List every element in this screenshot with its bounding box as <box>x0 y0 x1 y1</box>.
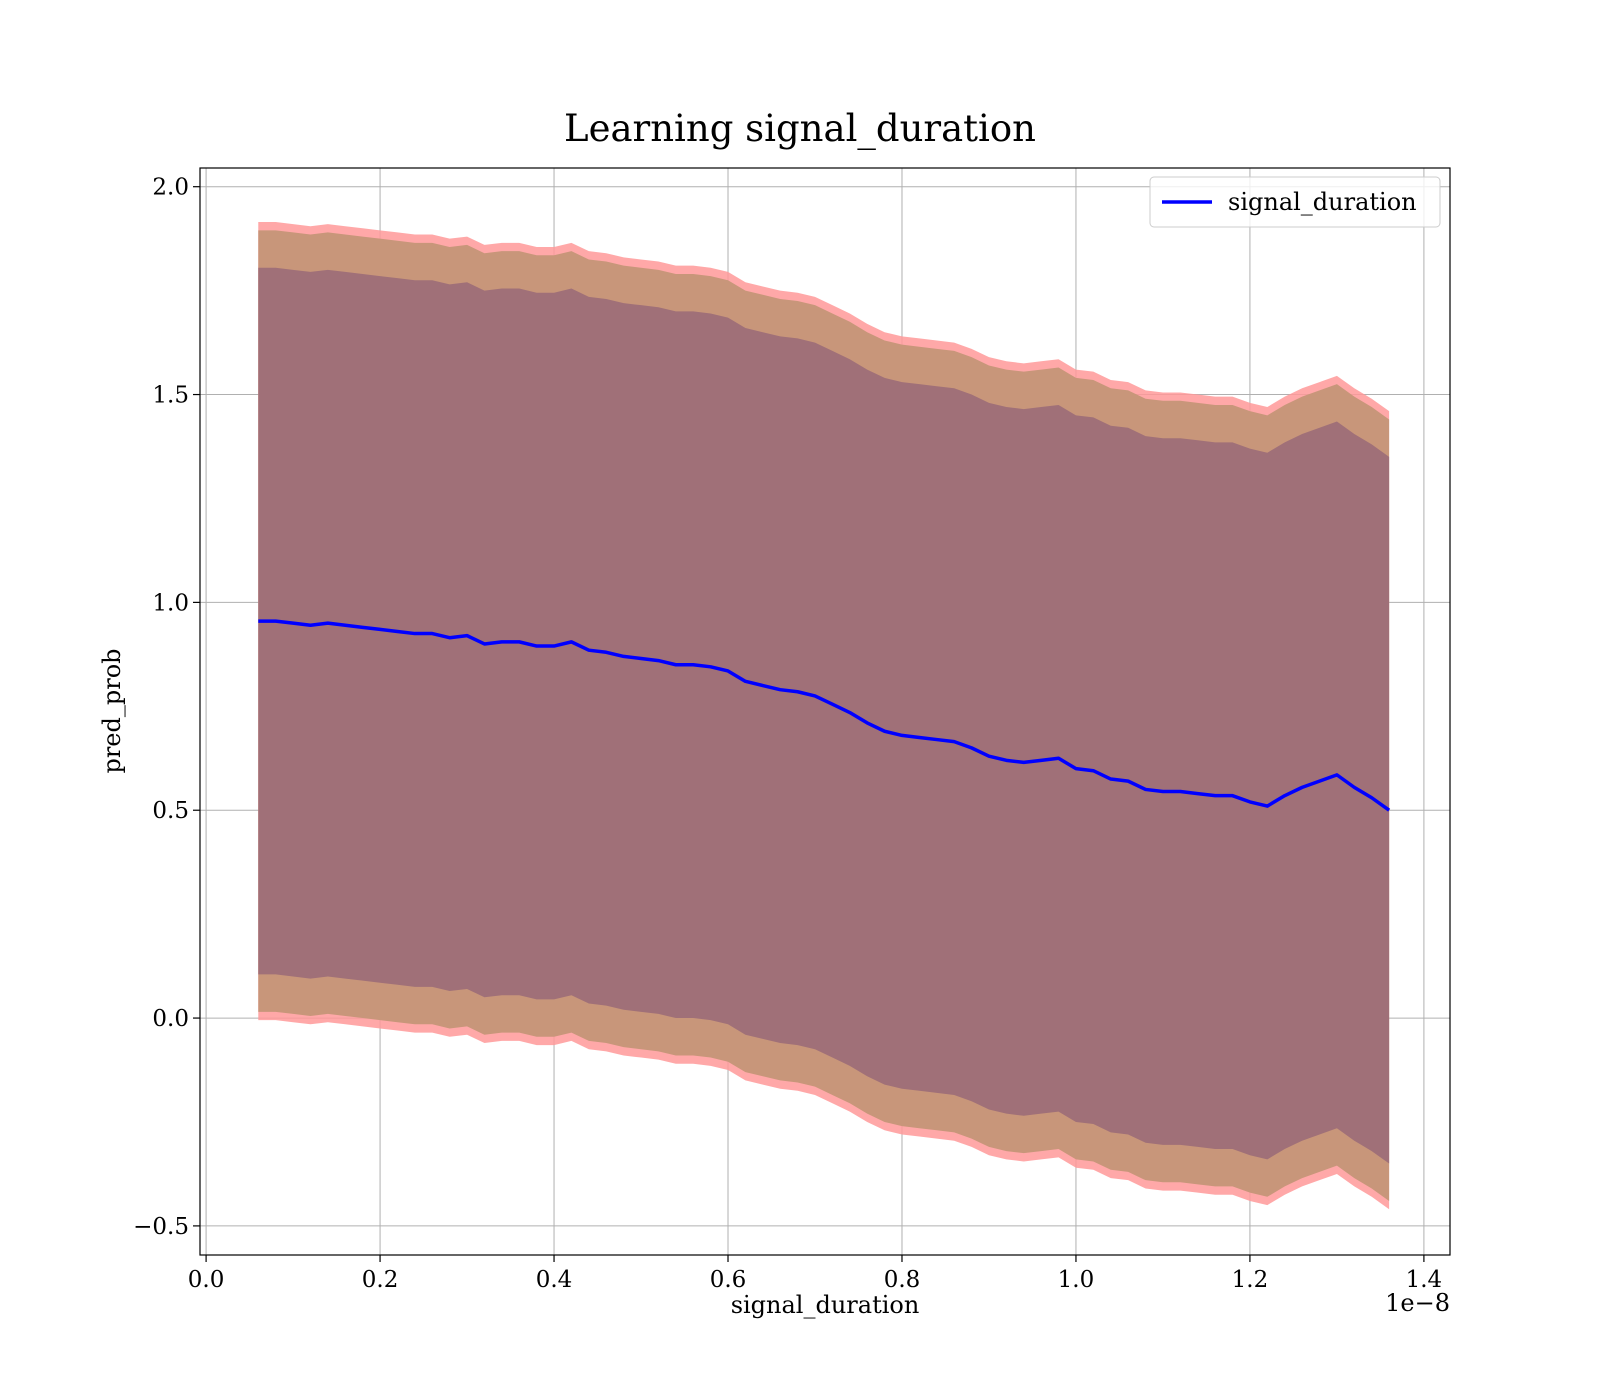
x-tick-label: 1.2 <box>1232 1267 1269 1293</box>
confidence-bands <box>258 222 1390 1210</box>
y-tick-label: 0.5 <box>152 798 189 824</box>
x-tick-label: 0.6 <box>710 1267 747 1293</box>
y-axis-label: pred_prob <box>98 648 126 773</box>
x-ticks: 0.0 0.2 0.4 0.6 0.8 1.0 1.2 1.4 <box>188 1255 1442 1293</box>
series-lines <box>258 619 1391 812</box>
x-offset-label: 1e−8 <box>1385 1289 1450 1317</box>
y-ticks: −0.5 0.0 0.5 1.0 1.5 2.0 <box>133 175 200 1240</box>
x-tick-label: 1.4 <box>1406 1267 1443 1293</box>
x-tick-label: 0.2 <box>362 1267 399 1293</box>
legend-label-signal-duration: signal_duration <box>1228 188 1417 216</box>
legend-box <box>1149 176 1441 228</box>
x-axis-label: signal_duration <box>731 1291 920 1319</box>
y-tick-label: 2.0 <box>152 175 189 201</box>
inner-confidence-band <box>258 267 1390 1164</box>
y-tick-label: 0.0 <box>152 1006 189 1032</box>
series-line-signal-duration <box>258 619 1391 812</box>
y-tick-label: 1.5 <box>152 383 189 409</box>
y-tick-label: −0.5 <box>133 1214 189 1240</box>
x-tick-label: 1.0 <box>1058 1267 1095 1293</box>
x-tick-label: 0.8 <box>884 1267 921 1293</box>
legend: signal_duration <box>1149 176 1441 228</box>
chart-title: Learning signal_duration <box>564 107 1036 151</box>
x-tick-label: 0.4 <box>536 1267 573 1293</box>
plot-frame <box>199 167 1451 1256</box>
x-tick-label: 0.0 <box>188 1267 225 1293</box>
y-tick-label: 1.0 <box>152 590 189 616</box>
